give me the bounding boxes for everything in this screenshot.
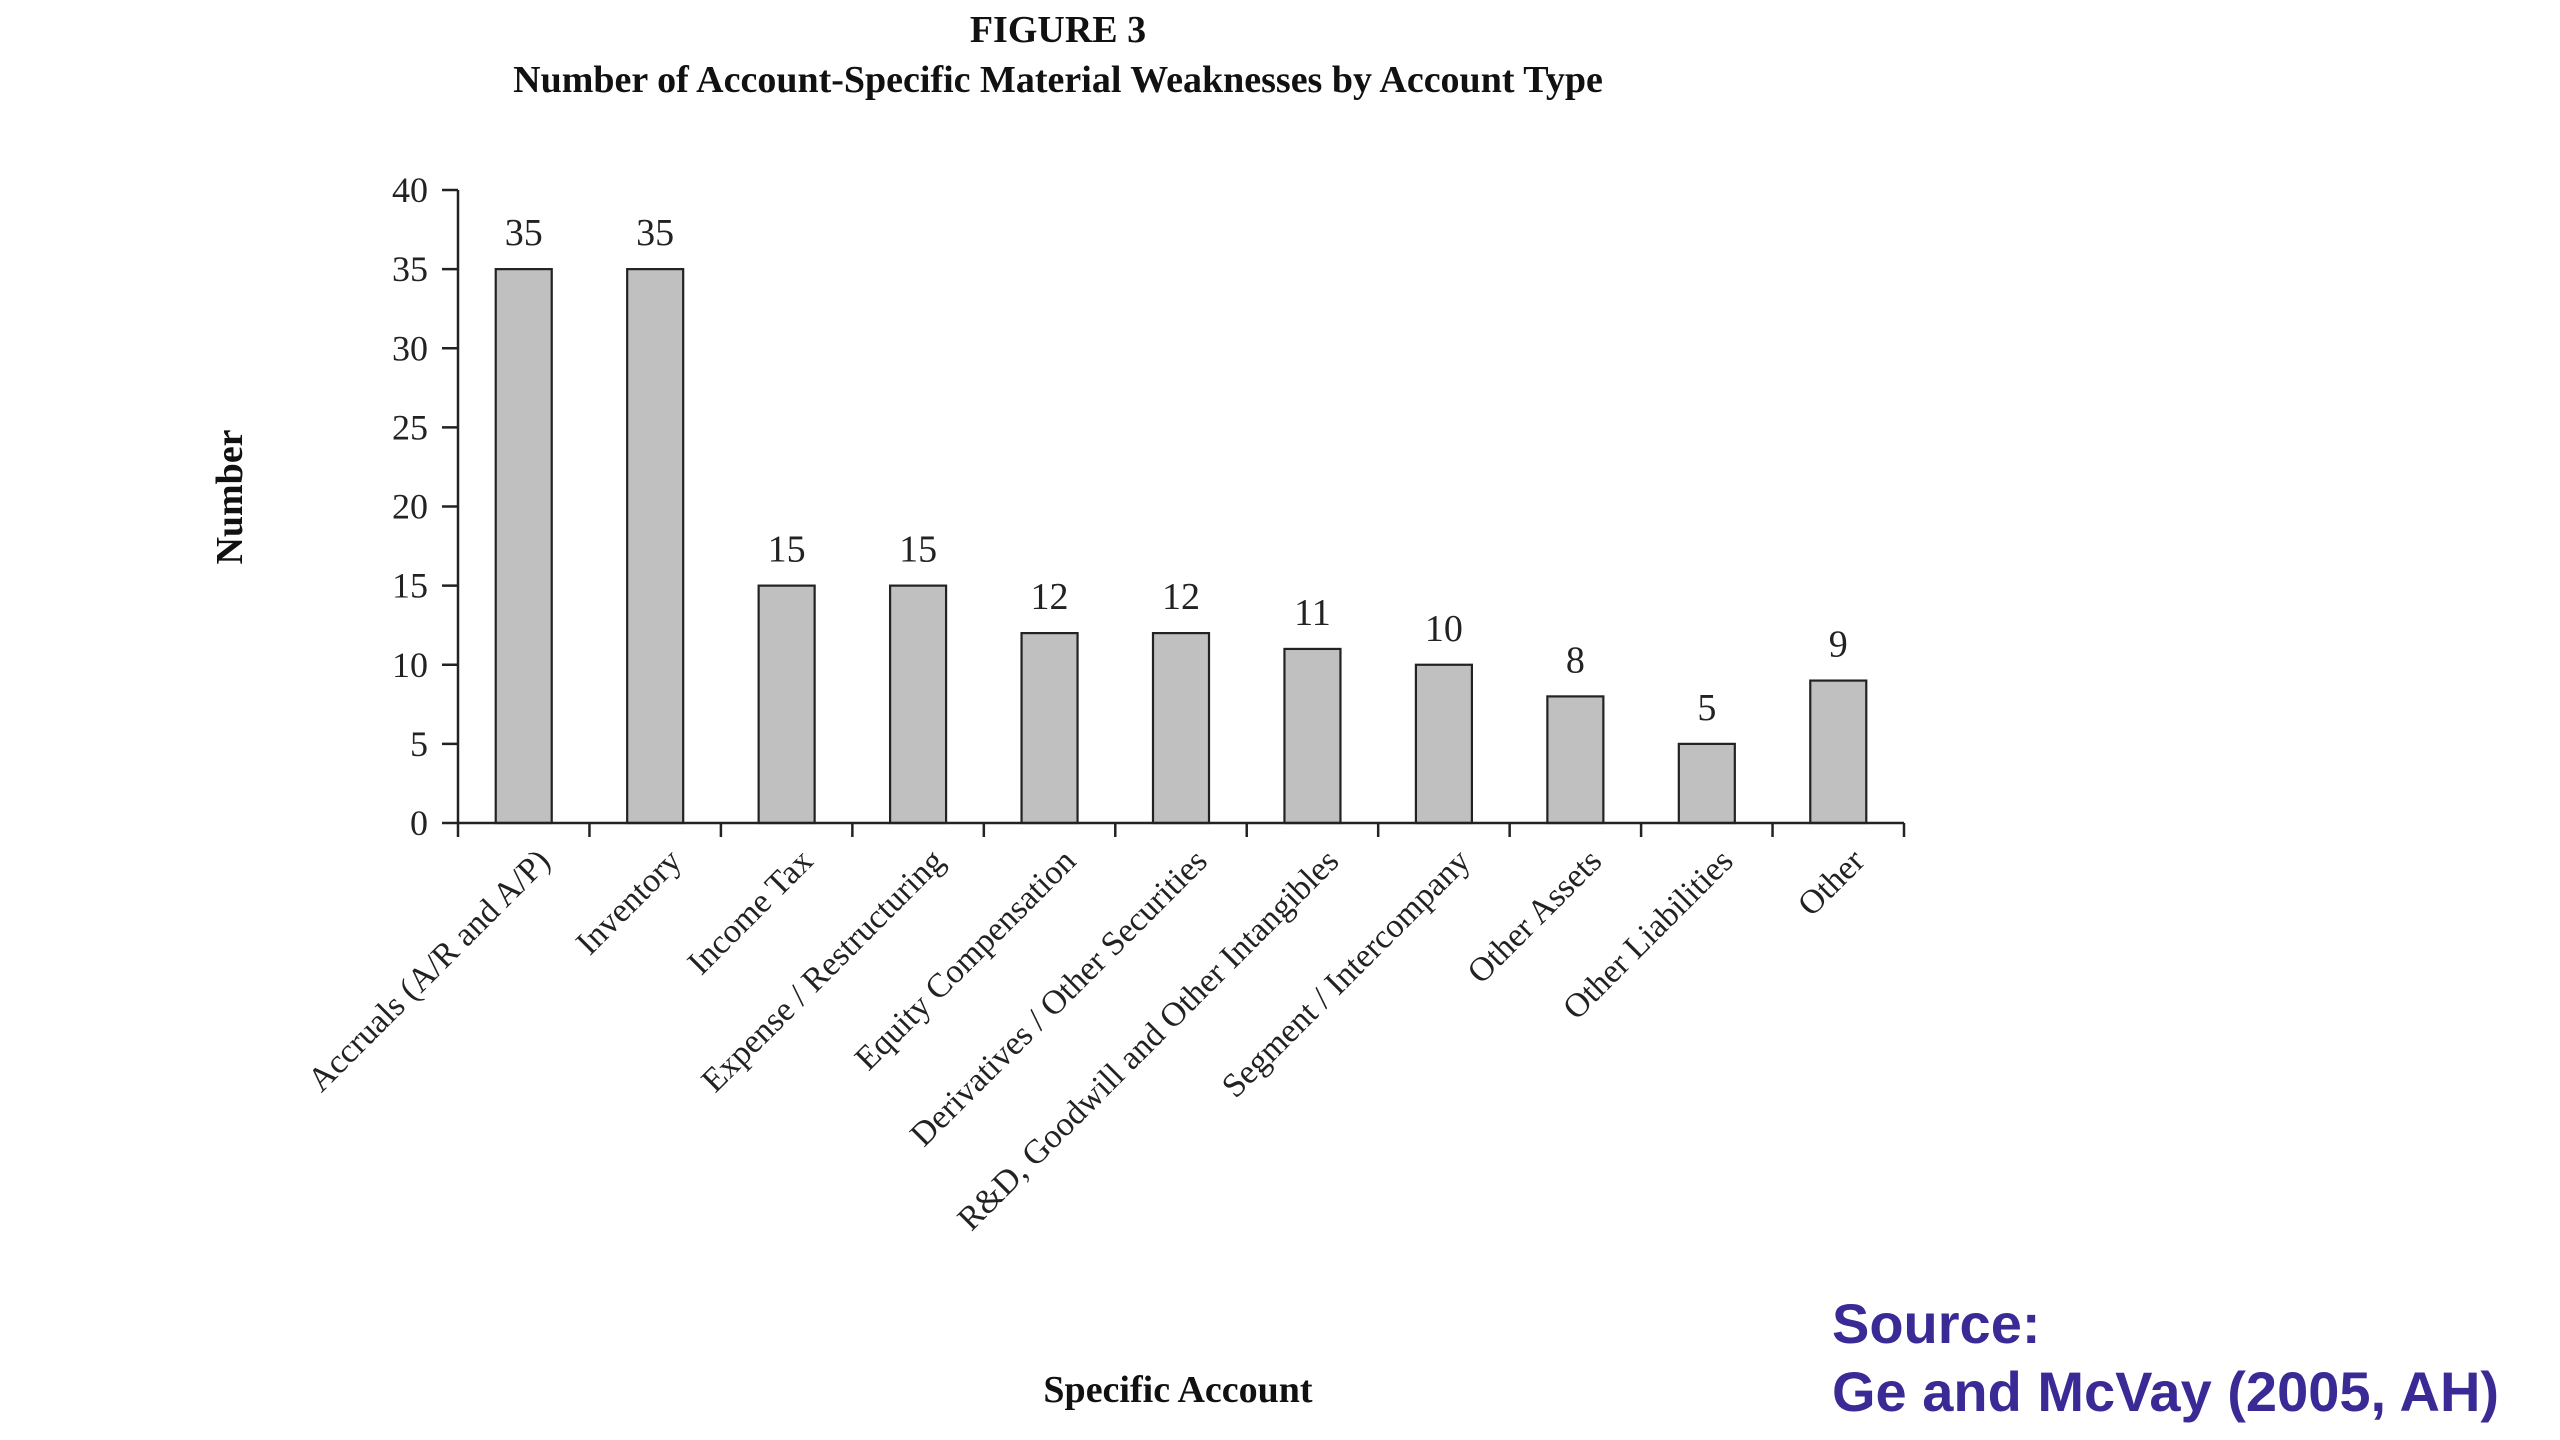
y-tick-label: 5 (410, 724, 428, 764)
bars-group (494, 268, 1868, 825)
chart-title: Number of Account-Specific Material Weak… (513, 59, 1603, 101)
category-label: Other (1791, 842, 1872, 923)
bar-value-label: 11 (1294, 592, 1331, 634)
category-label: Inventory (569, 842, 689, 962)
category-label: Expense / Restructuring (695, 842, 952, 1099)
y-tick-label: 10 (392, 645, 428, 685)
category-label: Segment / Intercompany (1215, 842, 1478, 1105)
bar-value-label: 35 (636, 212, 674, 254)
bar (757, 584, 816, 825)
y-tick-label: 40 (392, 170, 428, 210)
source-reference: Ge and McVay (2005, AH) (1832, 1360, 2500, 1423)
bar (494, 268, 553, 825)
y-tick-label: 35 (392, 249, 428, 289)
y-tick-label: 20 (392, 487, 428, 527)
x-axis-ticks (456, 823, 1906, 837)
category-label: Accruals (A/R and A/P) (301, 842, 558, 1099)
y-axis-title: Number (209, 429, 251, 564)
bar (1677, 742, 1736, 825)
source-label: Source: (1832, 1292, 2041, 1355)
bar (626, 268, 685, 825)
figure-label: FIGURE 3 (970, 9, 1146, 51)
y-axis-ticks: 0 5 10 15 20 25 30 35 40 (392, 170, 458, 843)
bar-value-label: 12 (1031, 576, 1069, 618)
bar-value-label: 15 (768, 529, 806, 571)
y-tick-label: 25 (392, 407, 428, 447)
bar (888, 584, 948, 825)
bar-value-label: 8 (1566, 639, 1585, 681)
data-labels-group: 35 35 15 15 12 12 11 10 8 5 9 (505, 212, 1848, 729)
category-label: Income Tax (681, 842, 821, 982)
y-tick-label: 15 (392, 566, 428, 606)
bar-value-label: 9 (1829, 624, 1848, 666)
source-citation: Source: Ge and McVay (2005, AH) (1832, 1290, 2499, 1426)
category-label: Equity Compensation (848, 842, 1083, 1077)
bar (1809, 679, 1868, 825)
bar-value-label: 5 (1697, 687, 1716, 729)
bar (1546, 695, 1605, 825)
bar (1414, 663, 1474, 825)
category-label: Other Assets (1461, 842, 1609, 990)
y-tick-label: 30 (392, 328, 428, 368)
bar-value-label: 15 (899, 529, 937, 571)
bar (1151, 631, 1211, 825)
x-axis-title: Specific Account (1043, 1369, 1312, 1411)
bar-value-label: 12 (1162, 576, 1200, 618)
bar-value-label: 10 (1425, 608, 1463, 650)
bar (1020, 631, 1079, 825)
bar-value-label: 35 (505, 212, 543, 254)
y-tick-label: 0 (410, 803, 428, 843)
bar (1283, 647, 1342, 825)
